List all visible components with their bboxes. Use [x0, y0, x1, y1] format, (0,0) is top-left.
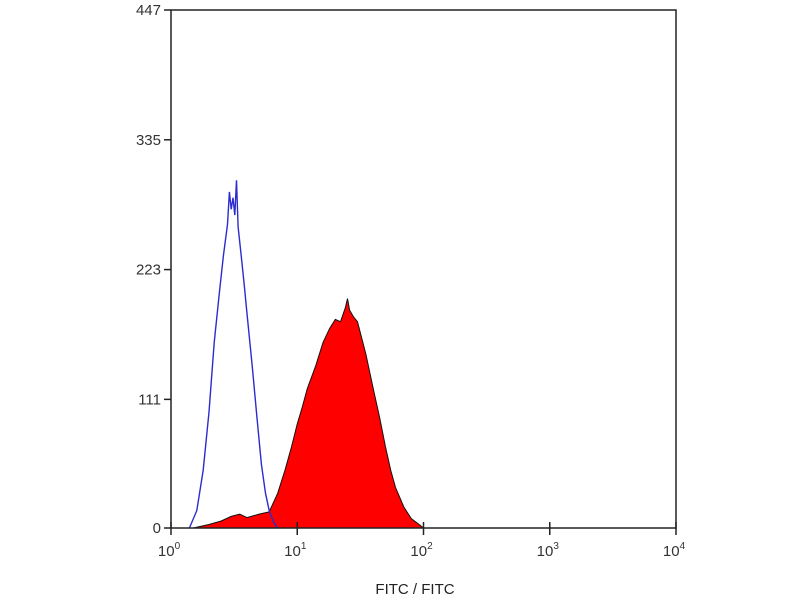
y-tick-label: 223: [136, 262, 161, 279]
x-tick-base: 10: [284, 543, 301, 560]
x-tick-exponent: 0: [175, 541, 181, 552]
y-tick-label: 447: [136, 2, 161, 19]
x-tick-label: 101: [284, 541, 307, 560]
y-tick-label: 335: [136, 132, 161, 149]
histogram-outline-series: [188, 180, 279, 529]
series-layer: [188, 180, 425, 529]
x-tick-label: 102: [410, 541, 433, 560]
x-tick-exponent: 3: [553, 541, 559, 552]
x-tick-base: 10: [410, 543, 427, 560]
histogram-filled-series: [193, 298, 425, 529]
x-tick-exponent: 4: [680, 541, 686, 552]
x-tick-label: 104: [663, 541, 686, 560]
x-tick-base: 10: [663, 543, 680, 560]
plot-frame: [170, 9, 677, 529]
x-tick-label: 100: [158, 541, 181, 560]
x-axis-title: FITC / FITC: [375, 581, 454, 598]
x-tick-label: 103: [537, 541, 560, 560]
x-tick-exponent: 2: [427, 541, 433, 552]
x-tick-base: 10: [537, 543, 554, 560]
y-tick-label: 111: [138, 391, 161, 408]
x-tick-exponent: 1: [301, 541, 307, 552]
y-tick-label: 0: [153, 520, 161, 537]
x-tick-base: 10: [158, 543, 175, 560]
